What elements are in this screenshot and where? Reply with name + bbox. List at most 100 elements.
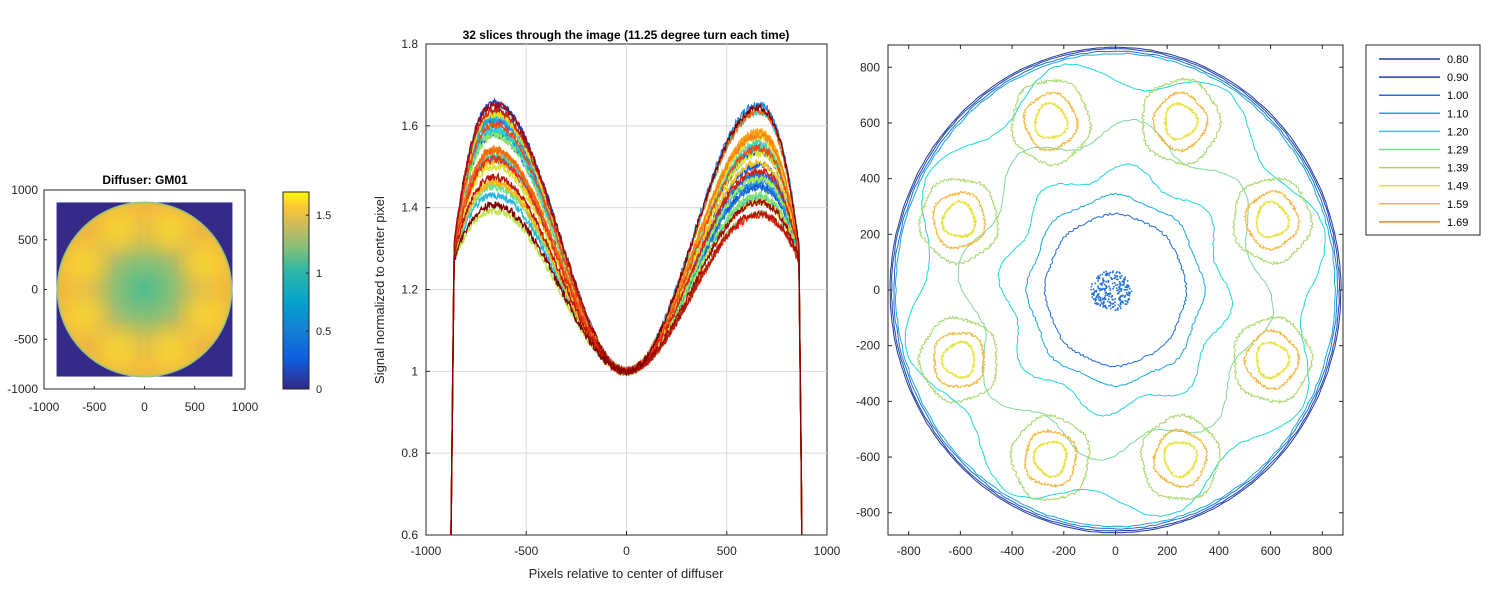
center-blob-point: [1115, 275, 1118, 278]
center-blob-point: [1114, 274, 1116, 277]
x-tick-label: 1000: [232, 400, 259, 414]
center-blob-point: [1097, 277, 1100, 279]
center-blob-point: [1119, 277, 1122, 280]
legend-label: 0.80: [1447, 54, 1468, 66]
y-tick-label: -1000: [7, 382, 38, 396]
center-blob-point: [1123, 280, 1125, 283]
center-blob-point: [1116, 289, 1118, 292]
x-tick-label: -400: [1000, 544, 1024, 558]
center-blob-point: [1118, 298, 1120, 301]
contour-level-1.29: [957, 118, 1275, 461]
center-blob-point: [1113, 277, 1115, 280]
x-tick-label: -1000: [29, 400, 60, 414]
contour-edge-1.00: [893, 50, 1339, 530]
y-tick-label: 0.8: [401, 446, 418, 460]
colorbar-tick-label: 1: [316, 268, 322, 280]
center-blob-point: [1102, 303, 1104, 305]
contour-legend: 0.80 0.90 1.00 1.10 1.20 1.29 1.39 1.49 1.59 1.69: [1365, 44, 1481, 236]
slices-x-ticks: -1000 -500 0 500 1000: [411, 531, 841, 558]
center-blob-point: [1103, 271, 1105, 274]
center-blob-point: [1096, 277, 1098, 279]
colorbar: [282, 191, 310, 390]
center-blob-point: [1128, 297, 1130, 300]
x-tick-label: 0: [623, 544, 630, 558]
x-tick-label: 500: [185, 400, 205, 414]
center-blob-point: [1115, 278, 1118, 281]
center-blob-point: [1097, 294, 1099, 297]
center-blob-point: [1097, 275, 1099, 278]
diffuser-heatmap-panel: Diffuser: GM01 -1000 -500 0 500 1000 1000 500…: [7, 173, 331, 414]
center-blob-point: [1114, 304, 1116, 307]
center-blob-point: [1128, 285, 1130, 288]
contour-axes-box: [887, 44, 1344, 536]
center-blob-point: [1106, 273, 1109, 275]
center-blob-point: [1120, 295, 1122, 297]
y-tick-label: 600: [860, 116, 880, 130]
center-blob-point: [1114, 298, 1116, 300]
center-blob-point: [1118, 271, 1121, 274]
center-blob-point: [1123, 288, 1126, 291]
center-blob-point: [1119, 298, 1122, 301]
center-blob-point: [1102, 282, 1104, 284]
center-blob-point: [1100, 283, 1102, 286]
center-blob-point: [1105, 284, 1107, 287]
hotspot-ring-1.59: [1022, 91, 1080, 153]
x-tick-label: -1000: [411, 544, 442, 558]
center-blob-point: [1097, 293, 1100, 295]
contour-edge-1.10: [894, 52, 1337, 528]
y-tick-label: 0: [31, 283, 38, 297]
center-blob-point: [1095, 289, 1098, 292]
center-blob-point: [1099, 303, 1102, 306]
slice-series-line: [450, 171, 803, 535]
slices-y-label: Signal normalized to center pixel: [372, 196, 387, 384]
center-blob-point: [1112, 270, 1114, 272]
center-blob-point: [1110, 277, 1113, 280]
center-blob-point: [1098, 277, 1101, 280]
center-blob-point: [1118, 281, 1121, 283]
center-blob-point: [1115, 284, 1117, 286]
center-blob-point: [1096, 303, 1099, 306]
center-blob-point: [1111, 282, 1114, 285]
y-tick-label: 800: [860, 60, 880, 74]
center-blob-point: [1100, 288, 1102, 290]
legend-label: 1.69: [1447, 217, 1468, 229]
y-tick-label: -500: [14, 332, 38, 346]
slices-x-label: Pixels relative to center of diffuser: [529, 566, 725, 581]
center-blob-point: [1109, 289, 1112, 292]
center-blob-point: [1119, 307, 1122, 310]
hotspot: [152, 212, 187, 247]
center-blob-point: [1126, 301, 1129, 304]
center-blob-point: [1124, 278, 1126, 281]
center-blob-point: [1101, 302, 1103, 304]
center-blob-point: [1099, 274, 1101, 277]
center-blob-point: [1092, 292, 1095, 295]
center-blob-point: [1119, 295, 1122, 298]
center-blob-point: [1124, 300, 1126, 302]
center-blob-point: [1108, 274, 1111, 277]
y-tick-label: 1: [411, 364, 418, 378]
hotspot: [187, 247, 222, 282]
center-blob-point: [1097, 285, 1100, 288]
hotspot-ring-1.49: [1033, 101, 1070, 140]
center-blob-point: [1114, 276, 1117, 279]
center-blob-point: [1107, 298, 1110, 301]
center-blob-point: [1104, 298, 1107, 301]
center-blob-point: [1115, 287, 1118, 290]
center-blob-point: [1112, 306, 1115, 308]
center-blob-point: [1128, 288, 1131, 290]
center-blob-point: [1105, 272, 1108, 275]
center-blob-point: [1130, 290, 1133, 293]
center-blob-point: [1125, 292, 1128, 294]
center-blob-point: [1109, 292, 1112, 295]
center-blob-point: [1109, 302, 1112, 305]
y-tick-label: 0: [873, 283, 880, 297]
hotspot-ring-1.39: [1010, 78, 1093, 167]
center-blob-point: [1116, 308, 1118, 311]
center-blob-point: [1116, 278, 1119, 281]
center-blob-point: [1123, 282, 1125, 285]
center-blob-point: [1117, 292, 1120, 295]
slices-title: 32 slices through the image (11.25 degre…: [463, 28, 790, 42]
center-blob-point: [1121, 300, 1124, 303]
hotspot-ring-1.39: [1232, 315, 1314, 405]
